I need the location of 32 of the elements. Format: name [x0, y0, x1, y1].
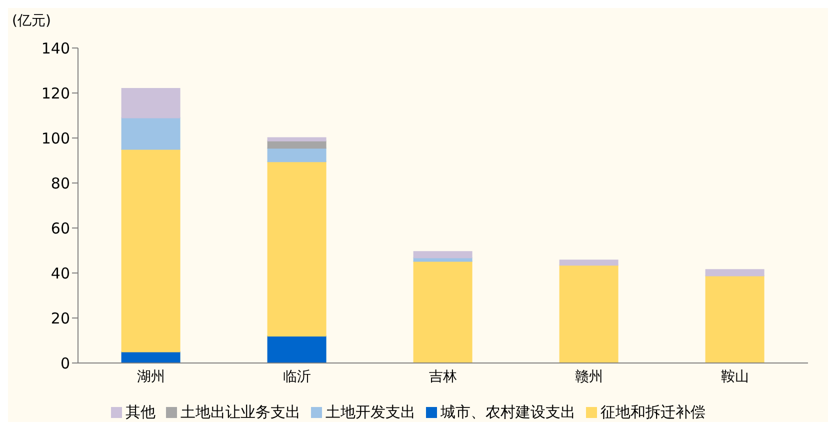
legend-label: 土地出让业务支出	[180, 403, 300, 421]
x-tick-label: 鞍山	[721, 368, 749, 385]
legend-label: 征地和拆迁补偿	[600, 403, 706, 421]
y-tick-label: 20	[50, 309, 70, 328]
bar	[267, 336, 326, 363]
bar	[705, 269, 764, 276]
y-tick-label: 60	[50, 219, 70, 238]
bar	[121, 148, 180, 352]
bar	[559, 260, 618, 266]
x-tick-label: 湖州	[137, 368, 165, 385]
bar	[267, 148, 326, 162]
bar	[121, 117, 180, 150]
y-tick-label: 80	[50, 174, 70, 192]
y-tick-label: 40	[50, 264, 70, 282]
y-tick-label: 140	[41, 39, 70, 58]
y-tick-label: 120	[41, 84, 70, 102]
legend-label: 城市、农村建设支出	[440, 403, 576, 421]
x-tick-label: 临沂	[283, 368, 311, 385]
bar	[559, 264, 618, 363]
bar	[705, 275, 764, 363]
y-axis-title: (亿元)	[12, 12, 51, 30]
bar	[267, 161, 326, 336]
bar	[413, 251, 472, 258]
bar	[413, 260, 472, 363]
legend-label: 土地开发支出	[326, 403, 416, 421]
bar	[267, 137, 326, 142]
legend-label: 其他	[126, 403, 156, 421]
y-tick-label: 0	[60, 354, 70, 372]
x-tick-label: 吉林	[429, 368, 457, 385]
y-tick-label: 100	[41, 129, 70, 148]
bar	[121, 88, 180, 118]
x-tick-label: 赣州	[575, 368, 603, 385]
